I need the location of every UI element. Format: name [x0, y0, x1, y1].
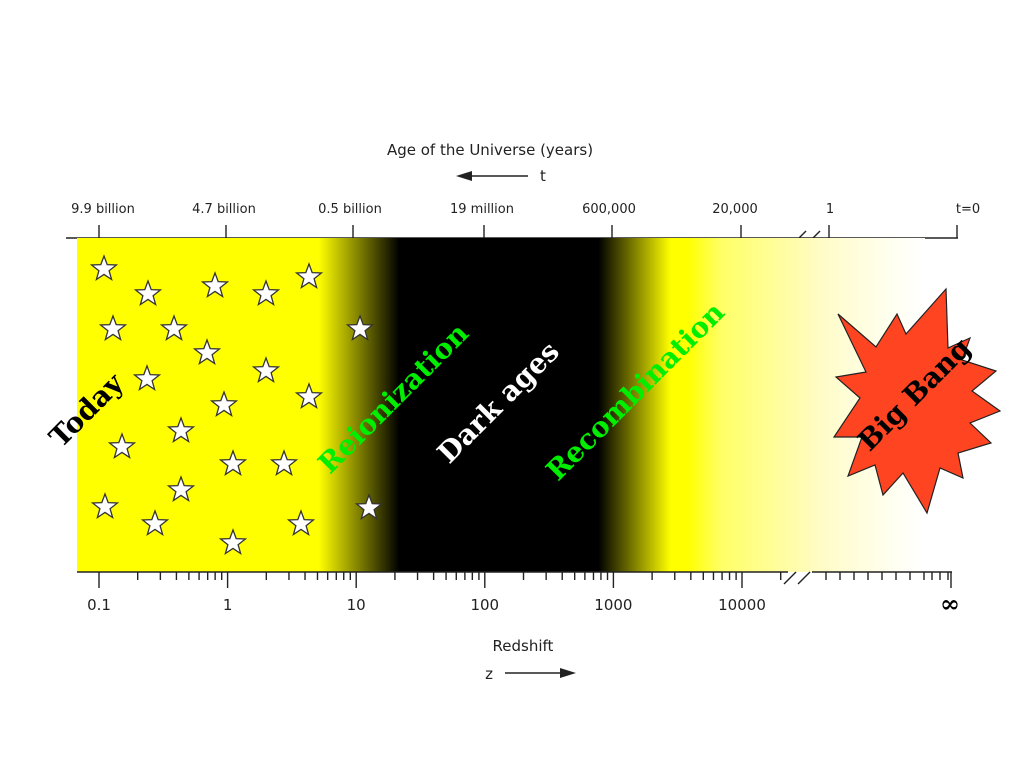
- star-icon: [133, 279, 163, 307]
- star-icon: [200, 271, 230, 299]
- top-axis-tick-label: 19 million: [450, 202, 514, 217]
- star-icon: [192, 338, 222, 366]
- bottom-axis: 0.1 1 10 100 1000 10000 ∞ Redshift z: [77, 571, 960, 683]
- star-icon: [98, 314, 128, 342]
- star-icon: [89, 254, 119, 282]
- bottom-axis-title: Redshift: [493, 637, 554, 655]
- star-icon: [209, 390, 239, 418]
- bottom-axis-ticks: [98, 572, 952, 588]
- star-icon: [251, 356, 281, 384]
- top-axis-direction-label: t: [540, 167, 546, 185]
- star-icon: [166, 475, 196, 503]
- star-icon: [251, 279, 281, 307]
- star-icon: [345, 314, 375, 342]
- star-icon: [354, 493, 384, 521]
- bottom-axis-direction-label: z: [485, 665, 493, 683]
- axis-break-mark: [783, 571, 797, 585]
- star-icon: [159, 314, 189, 342]
- time-direction-arrow-icon: [456, 171, 528, 181]
- top-axis-tick-label: t=0: [956, 202, 980, 217]
- bottom-axis-tick-label: 1000: [594, 596, 632, 614]
- bottom-axis-tick-label: 100: [470, 596, 499, 614]
- star-icon: [166, 416, 196, 444]
- star-icon: [218, 528, 248, 556]
- bottom-axis-infinity-label: ∞: [940, 589, 960, 618]
- top-axis-tick-label: 0.5 billion: [318, 202, 382, 217]
- star-icon: [107, 432, 137, 460]
- star-icon: [90, 492, 120, 520]
- top-axis: Age of the Universe (years) t 9.9 billio…: [66, 141, 980, 244]
- bottom-axis-tick-label: 0.1: [87, 596, 111, 614]
- top-axis-title: Age of the Universe (years): [387, 141, 593, 159]
- star-icon: [218, 449, 248, 477]
- top-axis-tick-labels: 9.9 billion 4.7 billion 0.5 billion 19 mill…: [71, 202, 980, 217]
- star-icon: [269, 449, 299, 477]
- top-axis-tick-label: 1: [826, 202, 834, 217]
- bottom-axis-tick-labels: 0.1 1 10 100 1000 10000: [87, 596, 766, 614]
- bottom-axis-tick-label: 10: [347, 596, 366, 614]
- top-axis-tick-label: 20,000: [712, 202, 758, 217]
- star-icon: [286, 509, 316, 537]
- top-axis-tick-label: 9.9 billion: [71, 202, 135, 217]
- star-icon: [294, 262, 324, 290]
- explosion-burst-icon: [832, 287, 1002, 515]
- galaxy-stars: [89, 254, 384, 556]
- star-icon: [132, 364, 162, 392]
- axis-break-mark: [797, 571, 811, 585]
- bottom-axis-tick-label: 1: [223, 596, 233, 614]
- top-axis-tick-label: 600,000: [582, 202, 636, 217]
- bottom-axis-tick-label: 10000: [718, 596, 766, 614]
- star-icon: [140, 509, 170, 537]
- redshift-direction-arrow-icon: [505, 668, 576, 678]
- star-icon: [294, 382, 324, 410]
- top-axis-tick-label: 4.7 billion: [192, 202, 256, 217]
